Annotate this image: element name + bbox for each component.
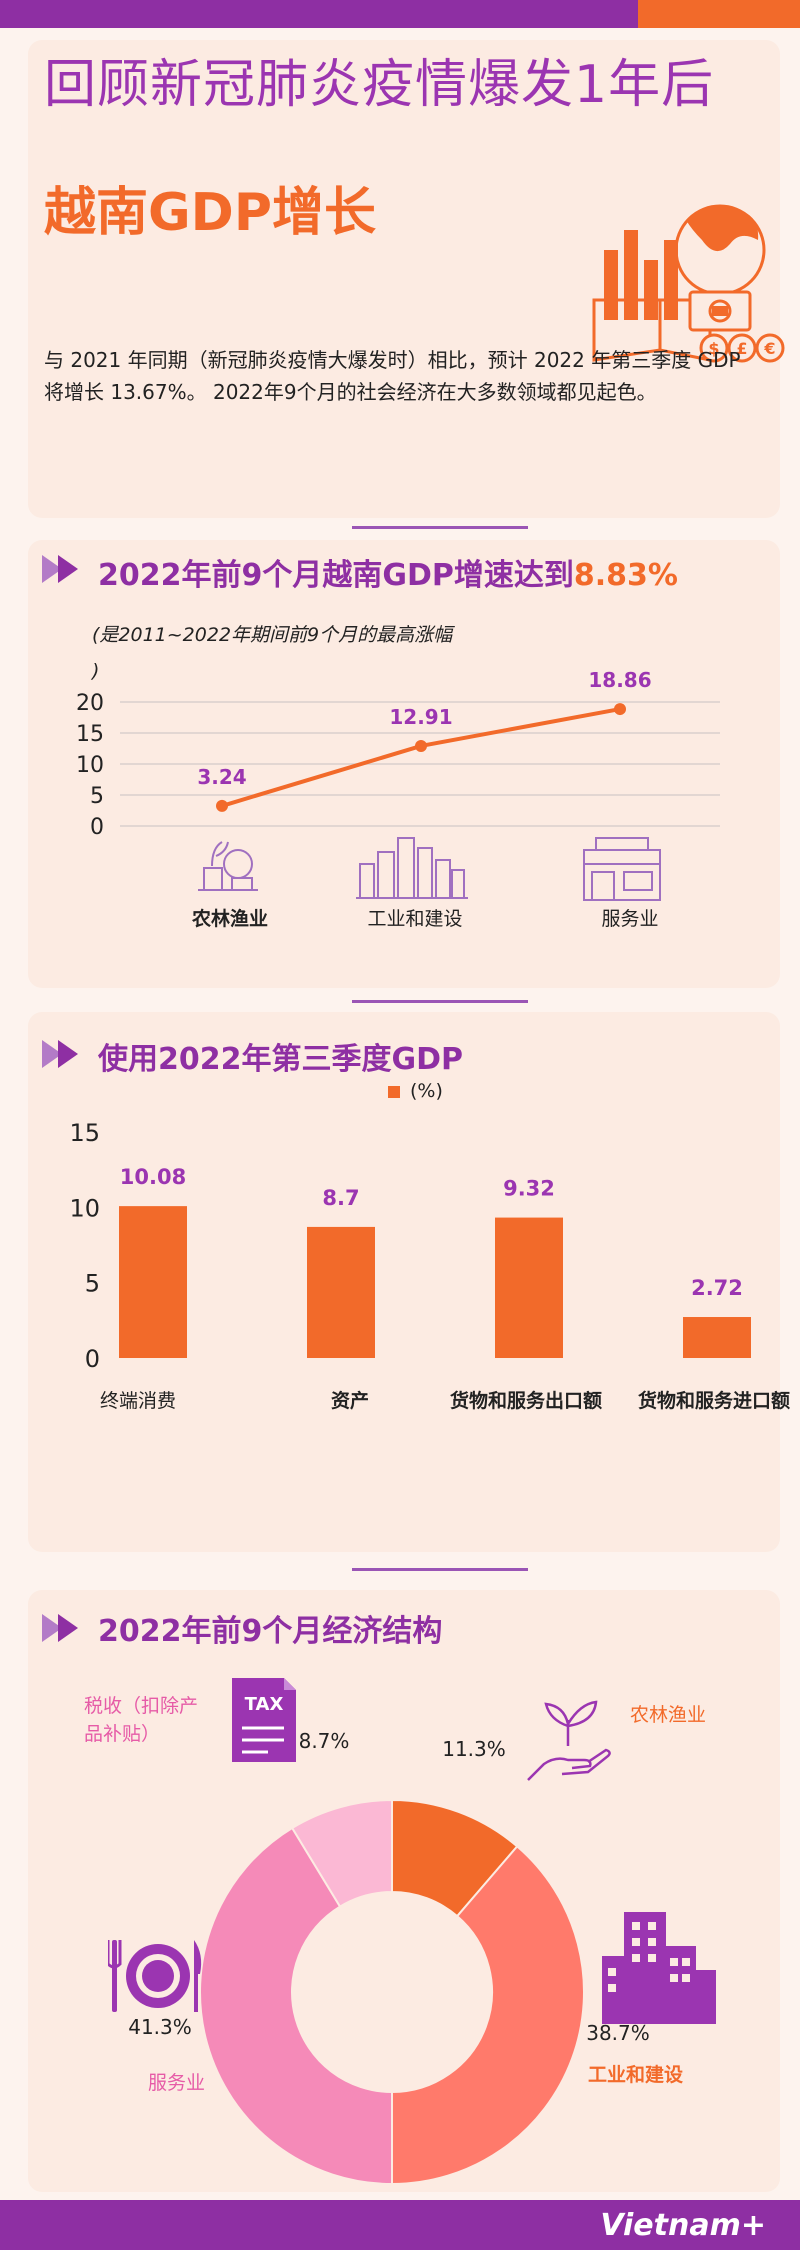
divider bbox=[352, 1000, 528, 1003]
intro-text: 与 2021 年同期（新冠肺炎疫情大爆发时）相比，预计 2022 年第三季度 G… bbox=[44, 348, 741, 404]
gdp-usage-card bbox=[28, 1012, 780, 1552]
footer-bar bbox=[0, 2200, 800, 2250]
divider bbox=[352, 526, 528, 529]
section-title-highlight: 8.83% bbox=[573, 558, 678, 593]
tax-badge: TAX bbox=[245, 1694, 284, 1715]
restaurant-icon bbox=[583, 837, 661, 901]
label-agriculture: 农林渔业 bbox=[630, 1704, 707, 1726]
page-subtitle: 越南GDP增长 bbox=[44, 183, 376, 243]
svg-text:€: € bbox=[763, 339, 775, 358]
legend-label: (%) bbox=[410, 1080, 443, 1102]
double-chevron-icon bbox=[42, 1614, 78, 1642]
svg-text:£: £ bbox=[736, 339, 747, 358]
top-bar-purple bbox=[0, 0, 638, 28]
divider bbox=[352, 1568, 528, 1571]
bar-category-label: 货物和服务进口额 bbox=[637, 1390, 790, 1412]
label-tax-line1: 税收（扣除产 bbox=[84, 1695, 199, 1717]
label-industry: 工业和建设 bbox=[588, 2064, 684, 2086]
label-tax-line2: 品补贴） bbox=[84, 1723, 161, 1745]
bar-category-label: 资产 bbox=[330, 1390, 369, 1412]
economy-illustration-icon: $ £ € bbox=[592, 204, 785, 363]
category-label-service: 服务业 bbox=[601, 908, 659, 930]
double-chevron-icon bbox=[42, 1040, 78, 1068]
bar-category-label: 终端消费 bbox=[100, 1390, 177, 1412]
economic-structure-card bbox=[28, 1590, 780, 2192]
plate-cutlery-icon bbox=[108, 1940, 202, 2012]
bar-category-label: 货物和服务出口额 bbox=[449, 1390, 602, 1412]
page-title: 回顾新冠肺炎疫情爆发1年后 bbox=[44, 55, 715, 115]
label-service: 服务业 bbox=[148, 2072, 206, 2094]
buildings-icon bbox=[602, 1912, 716, 2024]
top-bar-orange bbox=[638, 0, 800, 28]
tax-document-icon: TAX bbox=[232, 1678, 296, 1762]
category-label-agriculture: 农林渔业 bbox=[191, 908, 268, 930]
legend-swatch bbox=[388, 1086, 400, 1098]
brand-logo: Vietnam+ bbox=[600, 2208, 766, 2243]
section-title-main: 2022年前9个月越南GDP增速达到 bbox=[98, 558, 574, 593]
category-label-industry: 工业和建设 bbox=[367, 908, 463, 930]
agriculture-icon bbox=[198, 841, 258, 891]
label-tax: 税收（扣除产 品补贴） bbox=[84, 1692, 198, 1748]
svg-text:$: $ bbox=[708, 339, 719, 358]
section-title-structure: 2022年前9个月经济结构 bbox=[98, 1614, 443, 1649]
chart-subtitle-cont: ) bbox=[92, 660, 100, 682]
section-title-gdp-usage: 使用2022年第三季度GDP bbox=[98, 1042, 464, 1077]
double-chevron-icon bbox=[42, 555, 78, 583]
plant-hand-icon bbox=[527, 1700, 611, 1781]
chart-subtitle: (是2011~2022年期间前9个月的最高涨幅 bbox=[92, 624, 453, 646]
section-title-gdp-growth: 2022年前9个月越南GDP增速达到8.83% bbox=[98, 550, 678, 594]
city-icon bbox=[356, 837, 468, 899]
